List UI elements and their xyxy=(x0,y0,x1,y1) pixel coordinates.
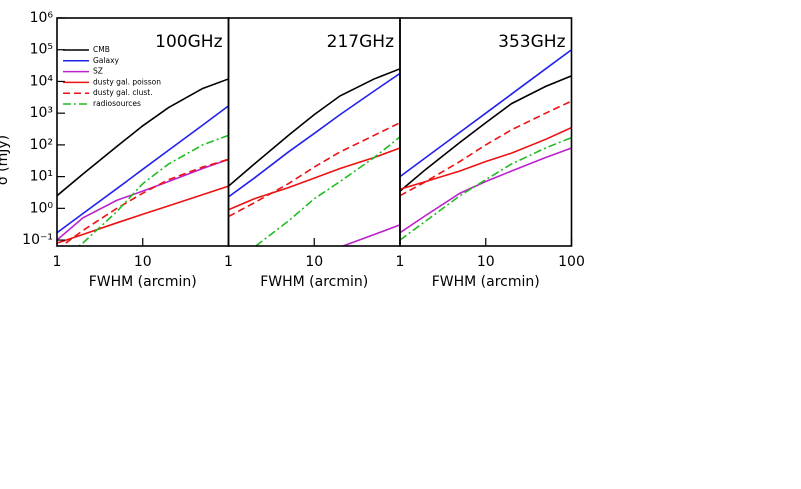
plot-area xyxy=(57,78,229,246)
series-line xyxy=(57,185,229,244)
y-tick-label: 10² xyxy=(30,137,53,153)
legend-label: radiosources xyxy=(93,99,141,108)
y-tick-label: 10³ xyxy=(30,105,53,121)
axes-frame xyxy=(227,17,401,247)
plot-area xyxy=(400,49,572,241)
x-tick-label: 100 xyxy=(558,254,585,270)
panel-label: 217GHz xyxy=(327,32,394,52)
series-line xyxy=(400,147,572,234)
series-line xyxy=(400,75,572,192)
series-line xyxy=(60,158,229,246)
series-line xyxy=(400,100,572,197)
x-tick-label: 1 xyxy=(224,254,233,270)
series-line xyxy=(228,72,400,198)
x-tick-label: 10 xyxy=(134,254,152,270)
series-line xyxy=(228,68,400,187)
series-line xyxy=(340,224,400,246)
plot-area xyxy=(228,68,400,246)
legend-label: dusty gal. clust. xyxy=(93,88,153,97)
y-tick-label: 10⁴ xyxy=(30,73,54,89)
axes-frame xyxy=(399,17,573,247)
series-line xyxy=(57,78,229,197)
x-axis-label: FWHM (arcmin) xyxy=(260,274,368,290)
series-line xyxy=(77,134,229,246)
panel-label: 353GHz xyxy=(498,32,565,52)
x-axis-label: FWHM (arcmin) xyxy=(432,274,540,290)
y-tick-label: 10¹ xyxy=(30,169,53,185)
x-tick-label: 10 xyxy=(477,254,495,270)
series-line xyxy=(400,49,572,178)
series-line xyxy=(228,122,400,218)
series-line xyxy=(57,105,229,234)
legend-label: dusty gal. poisson xyxy=(93,77,161,86)
legend-label: Galaxy xyxy=(93,56,120,65)
legend-label: SZ xyxy=(93,67,103,76)
y-axis-label: σ (mJy) xyxy=(0,135,11,185)
series-line xyxy=(400,136,572,241)
y-tick-label: 10⁶ xyxy=(30,10,54,26)
x-axis-label: FWHM (arcmin) xyxy=(89,274,197,290)
x-tick-label: 10 xyxy=(305,254,323,270)
x-tick-label: 1 xyxy=(53,254,62,270)
panel-label: 100GHz xyxy=(155,32,222,52)
series-line xyxy=(57,158,229,241)
x-tick-label: 1 xyxy=(396,254,405,270)
axes-frame xyxy=(56,17,230,247)
legend-label: CMB xyxy=(93,45,110,54)
y-tick-label: 10⁵ xyxy=(30,42,53,58)
y-tick-label: 10⁻¹ xyxy=(22,232,53,248)
y-tick-label: 10⁰ xyxy=(30,200,54,216)
series-line xyxy=(400,126,572,191)
series-line xyxy=(254,136,400,246)
